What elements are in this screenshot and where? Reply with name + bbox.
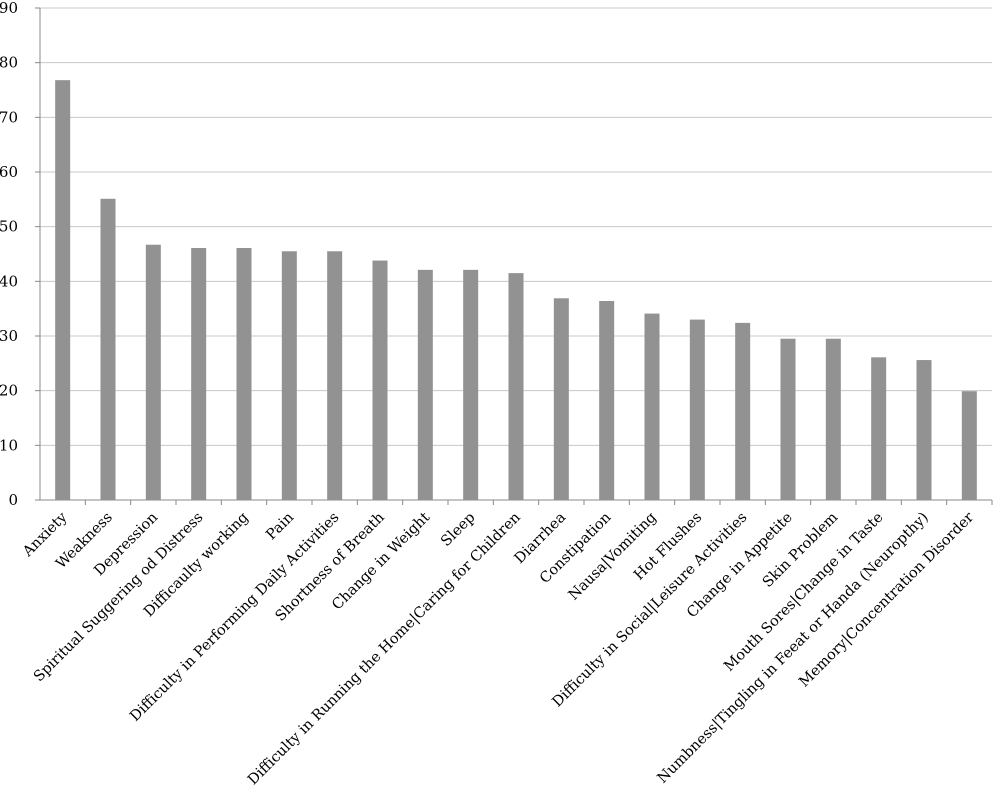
bar (735, 322, 751, 500)
bars (55, 80, 977, 500)
bar (417, 269, 433, 500)
y-axis-ticks: 0 10 20 30 40 50 60 70 80 90 (0, 0, 18, 509)
bar (508, 273, 524, 500)
y-tick-label: 70 (0, 108, 18, 126)
y-tick-label: 20 (0, 382, 18, 400)
bar (191, 247, 207, 500)
x-tick-label: Pain (263, 510, 297, 544)
y-tick-label: 10 (0, 436, 18, 454)
bar (145, 244, 161, 500)
bar (463, 269, 479, 500)
x-tick-label: Difficulty in Performing Daily Activitie… (127, 510, 342, 725)
y-tick-label: 30 (0, 327, 18, 345)
bar (372, 260, 388, 500)
y-tick-label: 50 (0, 218, 18, 236)
y-tick-label: 80 (0, 54, 18, 72)
bar (236, 247, 252, 500)
y-tick-label: 40 (0, 272, 18, 290)
bar (689, 319, 705, 500)
bar (599, 301, 615, 500)
bar (871, 357, 887, 500)
x-tick-label: Sleep (438, 510, 478, 550)
y-tick-label: 60 (0, 163, 18, 181)
bar (780, 338, 796, 500)
bar (961, 391, 977, 500)
bar (327, 251, 343, 500)
bar (644, 313, 660, 500)
bar (281, 251, 297, 500)
y-tick-label: 0 (8, 491, 18, 509)
bar (100, 198, 116, 500)
bar (825, 338, 841, 500)
bar (553, 298, 569, 500)
y-tick-label: 90 (0, 0, 18, 17)
x-tick-label: Spiritual Suggering od Distress (31, 510, 207, 686)
bar (916, 360, 932, 500)
bar (55, 80, 71, 500)
